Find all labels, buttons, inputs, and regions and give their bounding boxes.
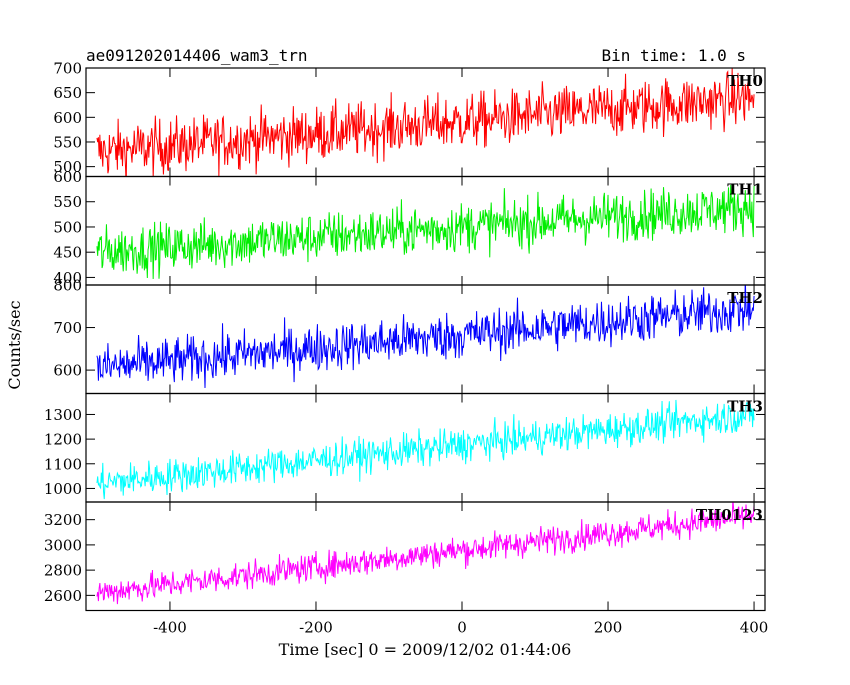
series-line-th3: [96, 399, 755, 500]
chart-title: ae091202014406_wam3_trn: [86, 46, 308, 65]
y-tick-label: 450: [53, 244, 82, 262]
panel-th0123: 2600 2800 3000 3200 TH0123: [44, 501, 766, 612]
panels-layer: 500 550 600 650 700 TH0 400 450 500 550 600 TH1 600 7…: [44, 60, 769, 637]
y-tick-label: 1200: [44, 431, 82, 449]
panel-frame: [85, 501, 766, 612]
y-tick-label: 700: [53, 60, 82, 78]
series-line-th2: [96, 285, 755, 388]
y-tick-label: 3200: [44, 511, 82, 529]
series-label-th2: TH2: [727, 289, 763, 307]
y-tick-label: 600: [53, 109, 82, 127]
y-tick-label: 500: [53, 158, 82, 176]
panel-th2: 600 700 800 TH2: [53, 277, 766, 395]
y-tick-label: 3000: [44, 536, 82, 554]
x-tick-label: 400: [740, 619, 769, 637]
y-tick-label: 2800: [44, 562, 82, 580]
x-tick-label: 0: [457, 619, 467, 637]
series-label-th0: TH0: [727, 72, 763, 90]
series-label-th1: TH1: [727, 181, 763, 199]
y-tick-label: 800: [53, 277, 82, 295]
x-tick-label: -400: [153, 619, 187, 637]
panel-th1: 400 450 500 550 600 TH1: [53, 168, 766, 287]
series-line-th0123: [96, 502, 755, 605]
y-tick-label: 600: [53, 362, 82, 380]
y-tick-label: 500: [53, 218, 82, 236]
y-tick-label: 1100: [44, 455, 82, 473]
y-tick-label: 650: [53, 84, 82, 102]
panel-th3: 1000 1100 1200 1300 TH3: [44, 392, 766, 503]
x-tick-label: 200: [594, 619, 623, 637]
y-tick-label: 700: [53, 319, 82, 337]
y-tick-label: 400: [53, 269, 82, 287]
series-label-th3: TH3: [727, 398, 763, 416]
series-line-th0: [96, 68, 755, 177]
series-label-th0123: TH0123: [696, 506, 763, 524]
y-tick-label: 550: [53, 133, 82, 151]
y-tick-label: 1000: [44, 480, 82, 498]
y-tick-label: 550: [53, 193, 82, 211]
y-tick-label: 1300: [44, 406, 82, 424]
y-tick-label: 2600: [44, 587, 82, 605]
panel-th0: 500 550 600 650 700 TH0: [53, 60, 766, 178]
x-axis-label: Time [sec] 0 = 2009/12/02 01:44:06: [279, 640, 572, 659]
bin-time-label: Bin time: 1.0 s: [602, 46, 747, 65]
y-tick-label: 600: [53, 168, 82, 186]
x-tick-label: -200: [299, 619, 333, 637]
series-line-th1: [96, 184, 755, 279]
y-axis-label: Counts/sec: [5, 300, 24, 389]
